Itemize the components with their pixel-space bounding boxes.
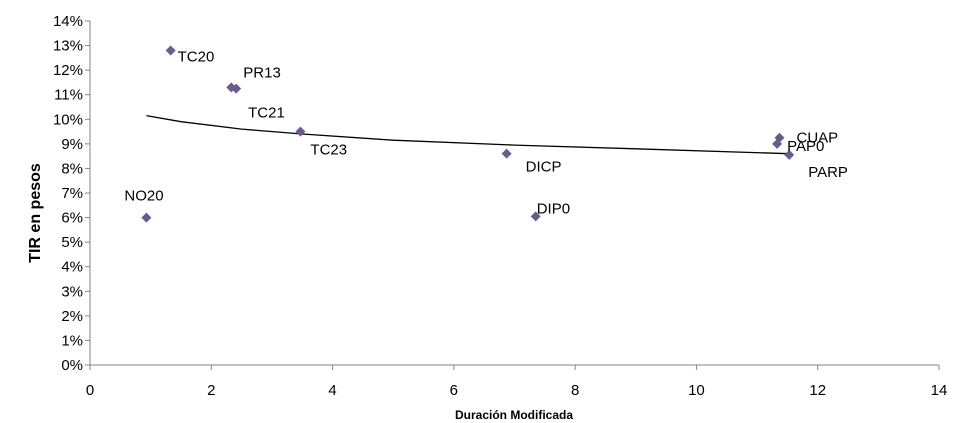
data-point-dicp bbox=[501, 148, 512, 159]
data-point-tc23 bbox=[295, 126, 306, 137]
y-tick-label: 0% bbox=[61, 357, 83, 374]
x-tick-label: 8 bbox=[571, 382, 579, 399]
x-tick-label: 14 bbox=[931, 382, 948, 399]
y-tick-label: 2% bbox=[61, 308, 83, 325]
data-point-tc21 bbox=[231, 83, 242, 94]
data-point-pap0 bbox=[772, 138, 783, 149]
data-point-no20 bbox=[141, 212, 152, 223]
y-tick-label: 8% bbox=[61, 160, 83, 177]
point-label-cuap: CUAP bbox=[797, 130, 839, 147]
data-points bbox=[141, 45, 795, 223]
x-tick-label: 6 bbox=[450, 382, 458, 399]
point-label-tc21: TC21 bbox=[248, 105, 285, 122]
y-tick-label: 14% bbox=[53, 13, 83, 30]
y-tick-label: 6% bbox=[61, 210, 83, 227]
x-tick-label: 4 bbox=[328, 382, 336, 399]
point-label-no20: NO20 bbox=[124, 188, 163, 205]
y-axis-title: TIR en pesos bbox=[27, 163, 44, 263]
y-tick-label: 12% bbox=[53, 62, 83, 79]
data-point-parp bbox=[784, 149, 795, 160]
y-tick-label: 11% bbox=[54, 87, 83, 104]
x-tick-label: 10 bbox=[688, 382, 705, 399]
y-tick-label: 7% bbox=[61, 185, 83, 202]
y-tick-label: 4% bbox=[61, 259, 83, 276]
point-label-pap0: PAP0 bbox=[787, 138, 824, 155]
y-axis-ticks: 0% 1% 2% 3% 4% 5% 6% 7% 8% 9% 10% 11% 12% 13% 14% bbox=[53, 13, 90, 374]
x-axis-ticks: 0 2 4 6 8 10 12 14 bbox=[86, 365, 948, 399]
x-tick-label: 0 bbox=[86, 382, 94, 399]
y-tick-label: 10% bbox=[53, 111, 83, 128]
point-label-tc23: TC23 bbox=[310, 142, 347, 159]
y-tick-label: 13% bbox=[53, 38, 83, 55]
x-tick-label: 2 bbox=[207, 382, 215, 399]
trendline bbox=[146, 114, 790, 155]
y-tick-label: 9% bbox=[61, 136, 83, 153]
point-label-dip0: DIP0 bbox=[537, 200, 570, 217]
y-tick-label: 1% bbox=[61, 332, 83, 349]
point-label-dicp: DICP bbox=[526, 159, 562, 176]
point-label-pr13: PR13 bbox=[243, 64, 281, 81]
y-tick-label: 5% bbox=[61, 234, 83, 251]
data-point-dip0 bbox=[530, 211, 541, 222]
x-tick-label: 12 bbox=[809, 382, 826, 399]
x-axis-title: Duración Modificada bbox=[455, 408, 573, 422]
y-tick-label: 3% bbox=[61, 283, 83, 300]
point-label-tc20: TC20 bbox=[178, 48, 215, 65]
data-point-tc20 bbox=[165, 45, 176, 56]
point-label-parp: PARP bbox=[808, 164, 848, 181]
